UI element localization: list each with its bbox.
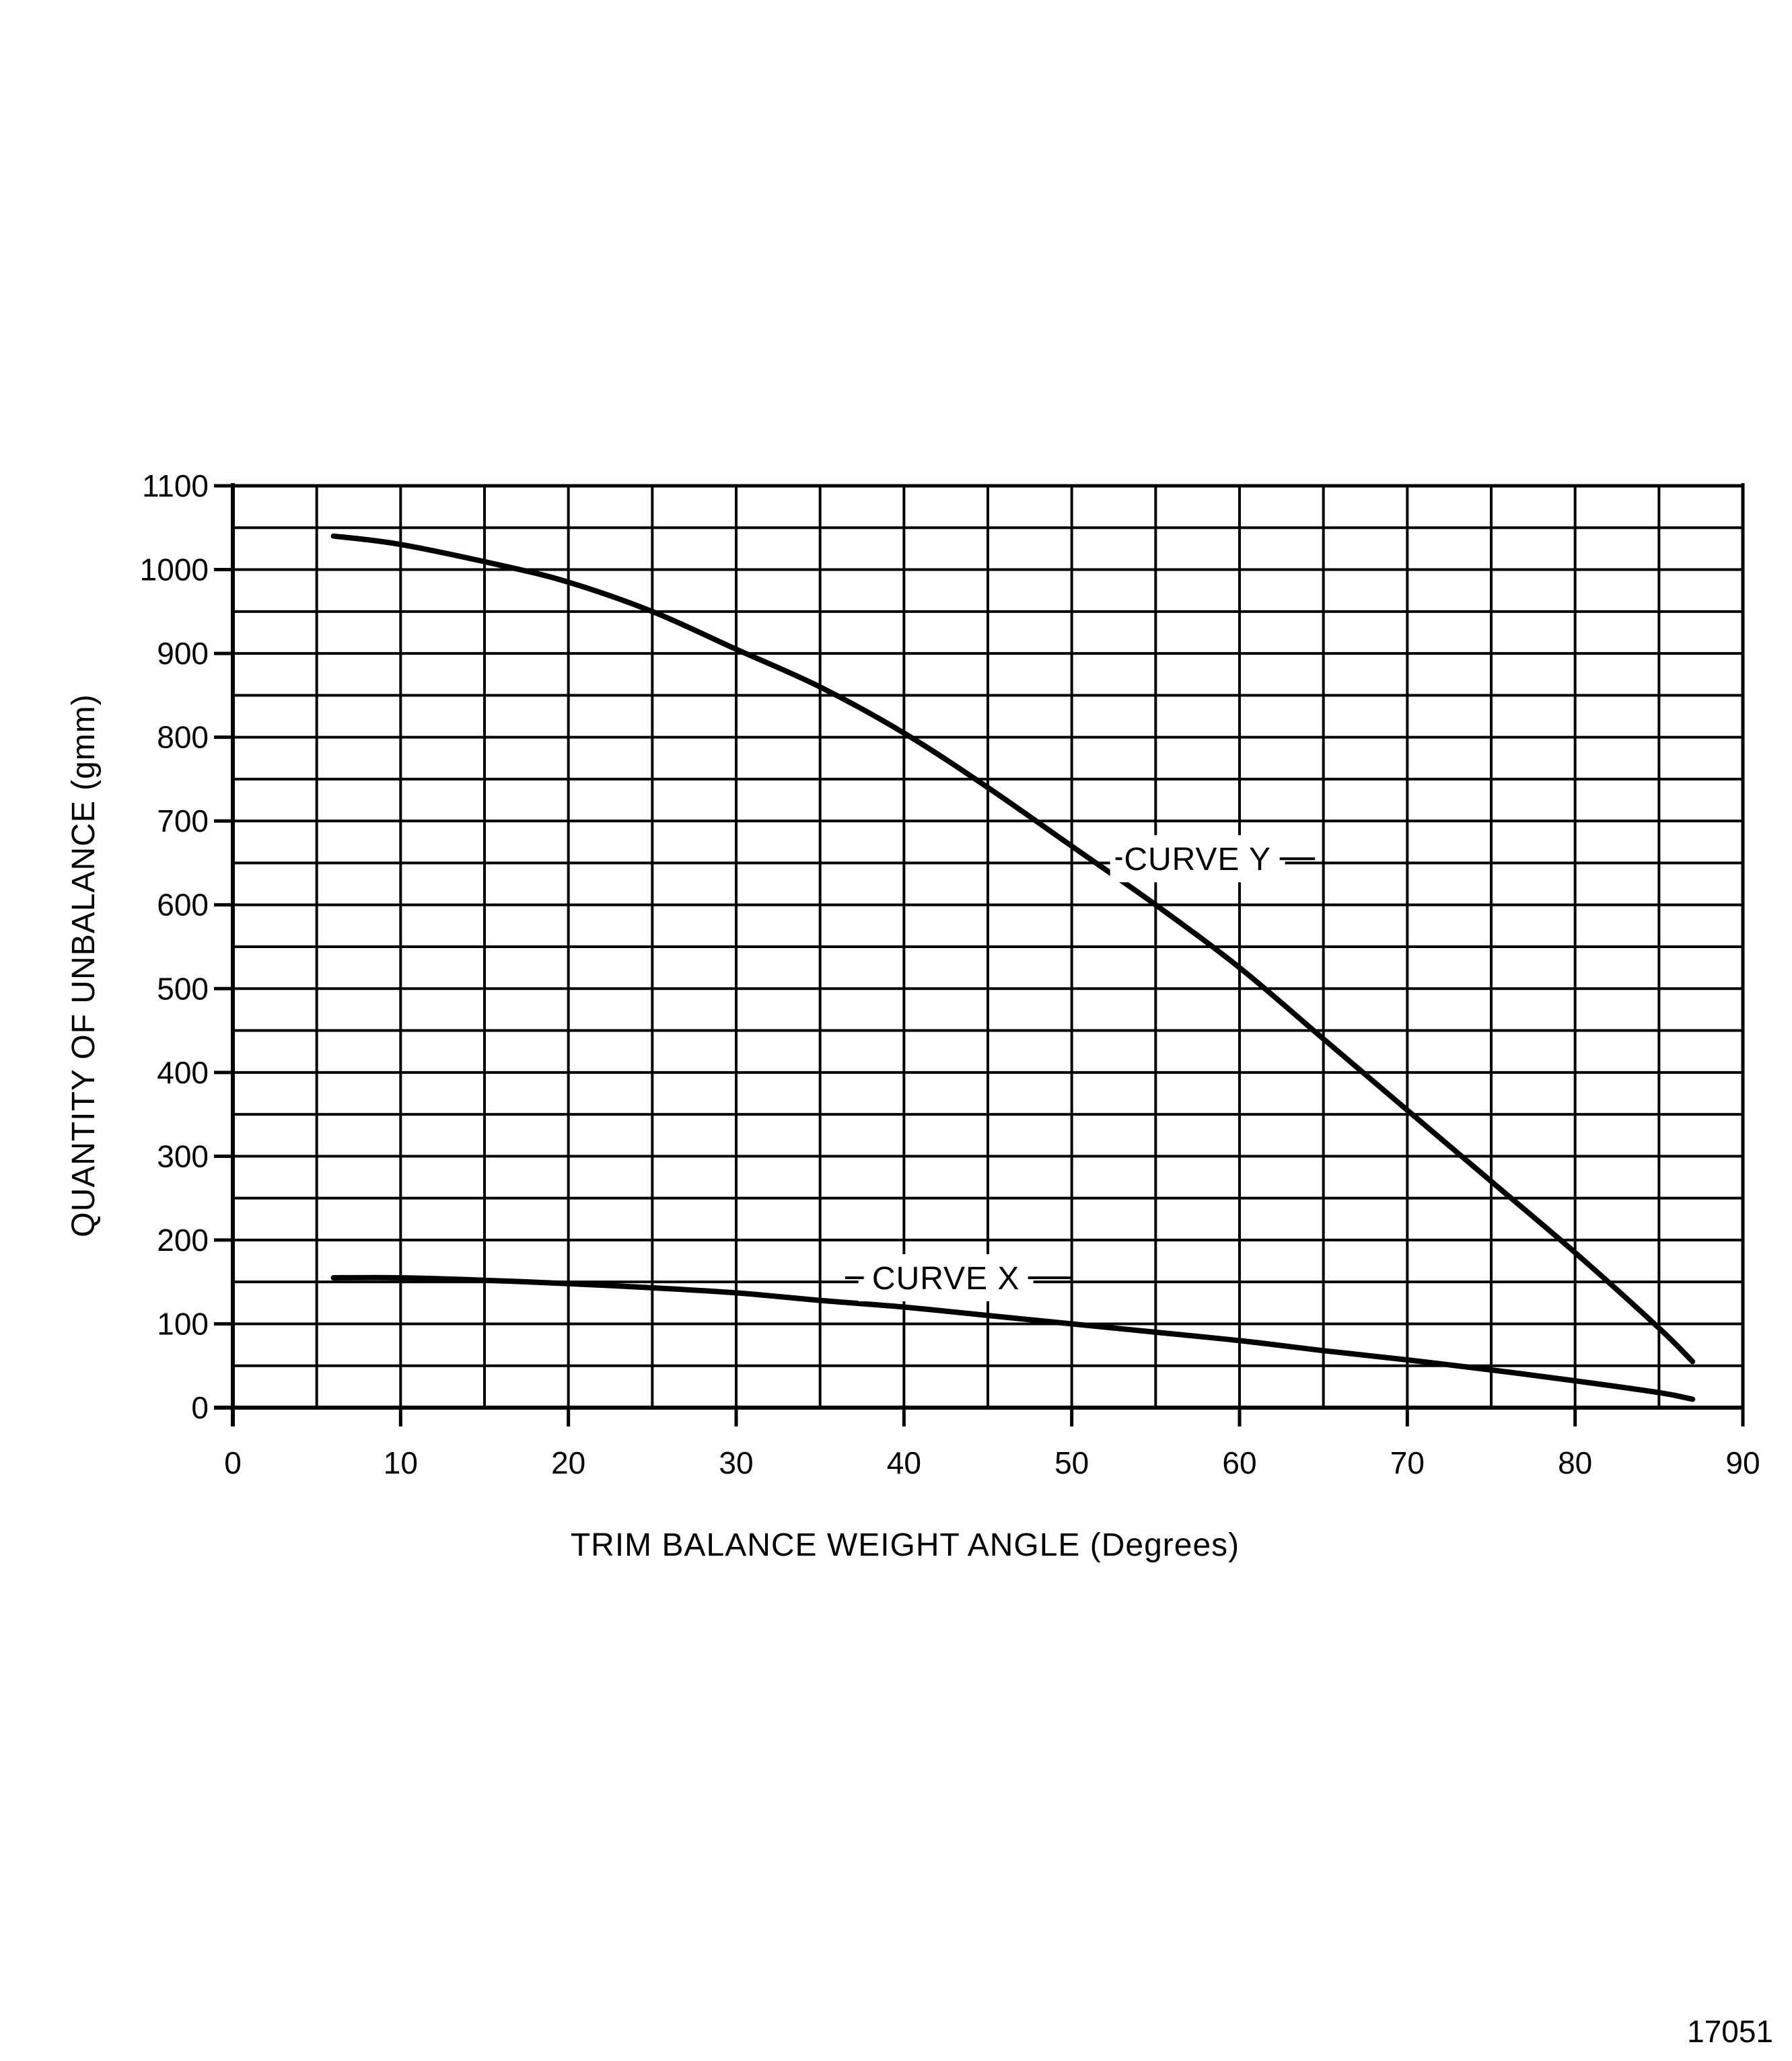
y-tick-label: 1100 <box>142 468 209 503</box>
annotation-bg-curve-y <box>1110 835 1285 883</box>
x-tick-label: 60 <box>1222 1445 1256 1480</box>
y-tick-label: 300 <box>157 1138 209 1173</box>
series-line-curve-y <box>330 533 1696 1365</box>
annotation-label-curve-y: CURVE Y <box>1124 842 1271 877</box>
x-axis-title: TRIM BALANCE WEIGHT ANGLE (Degrees) <box>571 1527 1240 1563</box>
y-tick-label: 600 <box>157 888 209 923</box>
series-line-curve-x <box>330 1274 1696 1402</box>
y-tick-label: 0 <box>191 1390 209 1425</box>
y-tick-label: 700 <box>157 803 209 838</box>
x-tick-label: 40 <box>887 1445 921 1480</box>
tick-labels: 0 10 20 30 40 50 60 70 80 90010020030040050060070… <box>140 468 1760 1480</box>
figure-id: 17051 <box>1687 2014 1773 2049</box>
annotation-bg-curve-x <box>858 1254 1034 1301</box>
x-tick-label: 30 <box>719 1445 753 1480</box>
x-tick-label: 90 <box>1725 1445 1760 1480</box>
x-tick-label: 0 <box>224 1445 242 1480</box>
x-tick-label: 80 <box>1558 1445 1592 1480</box>
grid <box>231 484 1744 1409</box>
y-tick-label: 400 <box>157 1055 209 1090</box>
axes <box>214 483 1745 1426</box>
x-tick-label: 20 <box>551 1445 585 1480</box>
x-tick-label: 50 <box>1054 1445 1089 1480</box>
y-tick-label: 900 <box>157 636 209 671</box>
y-tick-label: 500 <box>157 971 209 1006</box>
x-tick-label: 70 <box>1390 1445 1425 1480</box>
y-tick-label: 200 <box>157 1223 209 1258</box>
annotations: CURVE Y CURVE X <box>845 835 1316 1301</box>
x-tick-label: 10 <box>384 1445 418 1480</box>
y-tick-label: 100 <box>157 1306 209 1341</box>
series-group <box>330 533 1696 1402</box>
annotation-label-curve-x: CURVE X <box>872 1261 1020 1297</box>
y-axis-title: QUANTITY OF UNBALANCE (gmm) <box>66 694 102 1237</box>
y-tick-label: 1000 <box>140 552 209 587</box>
y-tick-label: 800 <box>157 720 209 755</box>
